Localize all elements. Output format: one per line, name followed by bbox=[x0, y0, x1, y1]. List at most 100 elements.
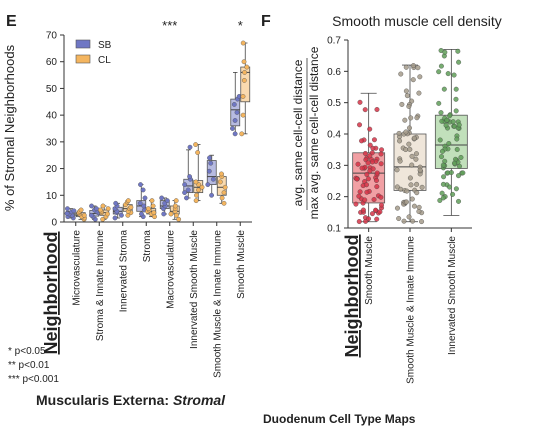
panel-e-y-ticks: 0 10 20 30 40 50 60 70 bbox=[46, 31, 64, 229]
panel-e-y-axis-label: % of Stromal Neighborhoods bbox=[2, 44, 17, 211]
f-point-1-22 bbox=[413, 156, 419, 162]
e-cl-point-4-6 bbox=[173, 198, 179, 204]
f-point-1-10 bbox=[401, 218, 407, 224]
e-ytick-label-2: 20 bbox=[46, 164, 58, 175]
f-point-0-40 bbox=[353, 201, 359, 207]
f-ytick-label-2: 0.3 bbox=[327, 161, 341, 172]
f-point-1-18 bbox=[416, 204, 422, 210]
e-sb-point-2-6 bbox=[113, 200, 119, 206]
e-cl-point-5-7 bbox=[193, 142, 199, 147]
f-point-2-69 bbox=[452, 160, 458, 166]
e-sb-point-6-5 bbox=[207, 155, 212, 161]
e-sb-point-7-0 bbox=[232, 131, 238, 137]
f-point-1-37 bbox=[394, 167, 400, 173]
e-sb-point-6-2 bbox=[210, 176, 216, 182]
f-point-2-18 bbox=[439, 190, 445, 196]
f-point-1-4 bbox=[408, 182, 414, 188]
e-category-label-2: Innervated Stroma bbox=[118, 230, 129, 313]
f-point-1-38 bbox=[409, 153, 415, 159]
e-sb-point-0-6 bbox=[71, 208, 77, 214]
f-point-0-7 bbox=[371, 197, 377, 202]
panel-e-subtitle-emphasis: Stromal bbox=[172, 392, 226, 408]
f-point-2-24 bbox=[453, 86, 459, 92]
e-cl-point-7-2 bbox=[240, 94, 246, 99]
f-point-1-16 bbox=[402, 117, 408, 123]
f-point-1-49 bbox=[414, 190, 420, 196]
significance-legend-2: ** p<0.01 bbox=[8, 360, 50, 371]
e-ytick-label-6: 60 bbox=[46, 57, 58, 68]
f-point-1-68 bbox=[407, 146, 413, 152]
f-point-0-68 bbox=[377, 209, 383, 215]
f-point-2-41 bbox=[456, 173, 461, 179]
f-point-1-28 bbox=[411, 203, 417, 209]
f-ytick-label-1: 0.2 bbox=[327, 192, 341, 203]
f-point-0-23 bbox=[367, 126, 373, 132]
f-point-2-51 bbox=[440, 148, 445, 154]
f-point-2-8 bbox=[441, 174, 447, 180]
f-point-2-29 bbox=[460, 170, 466, 176]
e-sb-point-5-1 bbox=[182, 190, 187, 196]
f-point-1-40 bbox=[416, 208, 422, 214]
f-point-1-35 bbox=[417, 74, 423, 80]
e-cl-point-7-3 bbox=[241, 78, 247, 83]
panel-label-e: E bbox=[6, 13, 17, 30]
f-point-2-55 bbox=[456, 163, 462, 169]
f-point-1-51 bbox=[408, 115, 414, 121]
f-point-2-39 bbox=[456, 198, 461, 204]
e-sb-point-2-1 bbox=[119, 212, 124, 218]
f-point-2-35 bbox=[453, 108, 459, 114]
e-ytick-label-5: 50 bbox=[46, 84, 58, 95]
f-point-1-54 bbox=[403, 129, 409, 135]
e-cl-point-4-1 bbox=[174, 212, 179, 218]
e-category-label-1: Stroma & Innate Immune bbox=[95, 230, 106, 342]
e-cl-point-6-0 bbox=[221, 200, 227, 206]
f-point-1-57 bbox=[417, 167, 423, 173]
e-cl-point-1-2 bbox=[105, 211, 110, 217]
e-sb-point-0-4 bbox=[64, 211, 70, 216]
f-point-0-69 bbox=[366, 216, 371, 222]
e-sb-point-6-4 bbox=[208, 160, 214, 166]
e-sb-point-3-5 bbox=[142, 195, 148, 201]
f-point-0-57 bbox=[367, 142, 373, 148]
e-sb-point-5-0 bbox=[184, 195, 189, 201]
e-cl-point-2-4 bbox=[128, 204, 134, 210]
f-ytick-label-4: 0.5 bbox=[327, 98, 341, 109]
f-point-0-63 bbox=[374, 170, 380, 176]
panel-f-x-axis-title: Neighborhood bbox=[342, 235, 362, 358]
e-cl-point-6-2 bbox=[221, 190, 227, 196]
e-sb-point-5-5 bbox=[187, 174, 193, 179]
panel-f-y-label-numerator: avg. same cell-cell distance bbox=[291, 59, 305, 206]
f-point-1-36 bbox=[399, 101, 405, 107]
f-point-0-1 bbox=[362, 150, 368, 156]
f-point-2-33 bbox=[441, 86, 447, 92]
e-cl-point-7-5 bbox=[244, 64, 250, 70]
e-sb-point-3-7 bbox=[138, 182, 143, 188]
e-legend-swatch-sb bbox=[75, 39, 91, 49]
panel-f-y-ticks: 0.1 0.2 0.3 0.4 0.5 0.6 0.7 bbox=[327, 36, 348, 235]
panel-f-marks bbox=[352, 48, 468, 225]
e-cl-point-5-1 bbox=[194, 192, 199, 198]
e-cl-point-0-7 bbox=[78, 207, 84, 213]
e-cl-point-4-2 bbox=[168, 211, 174, 217]
f-point-1-7 bbox=[419, 184, 425, 190]
significance-legend-3: *** p<0.001 bbox=[8, 374, 59, 385]
e-sb-point-3-4 bbox=[137, 200, 143, 206]
e-sb-point-6-0 bbox=[209, 192, 214, 198]
f-point-0-55 bbox=[355, 161, 361, 167]
e-legend-label-cl: CL bbox=[98, 55, 111, 66]
f-point-1-66 bbox=[404, 199, 409, 205]
f-point-1-47 bbox=[409, 196, 415, 202]
e-cl-point-3-7 bbox=[149, 198, 155, 204]
f-point-0-45 bbox=[364, 189, 370, 195]
f-point-2-57 bbox=[448, 170, 454, 176]
e-sb-point-3-3 bbox=[141, 203, 147, 209]
e-sb-point-7-2 bbox=[232, 118, 238, 123]
e-sb-point-3-1 bbox=[139, 211, 144, 217]
f-point-1-19 bbox=[404, 188, 410, 194]
f-point-0-26 bbox=[371, 137, 377, 143]
f-point-2-53 bbox=[436, 69, 442, 75]
e-cl-point-5-2 bbox=[196, 187, 201, 193]
e-category-label-6: Smooth Muscle & Innate Immune bbox=[212, 230, 223, 378]
e-cl-point-3-2 bbox=[151, 210, 157, 216]
f-category-label-1: Smooth Muscle & Innate Immune bbox=[406, 236, 417, 384]
